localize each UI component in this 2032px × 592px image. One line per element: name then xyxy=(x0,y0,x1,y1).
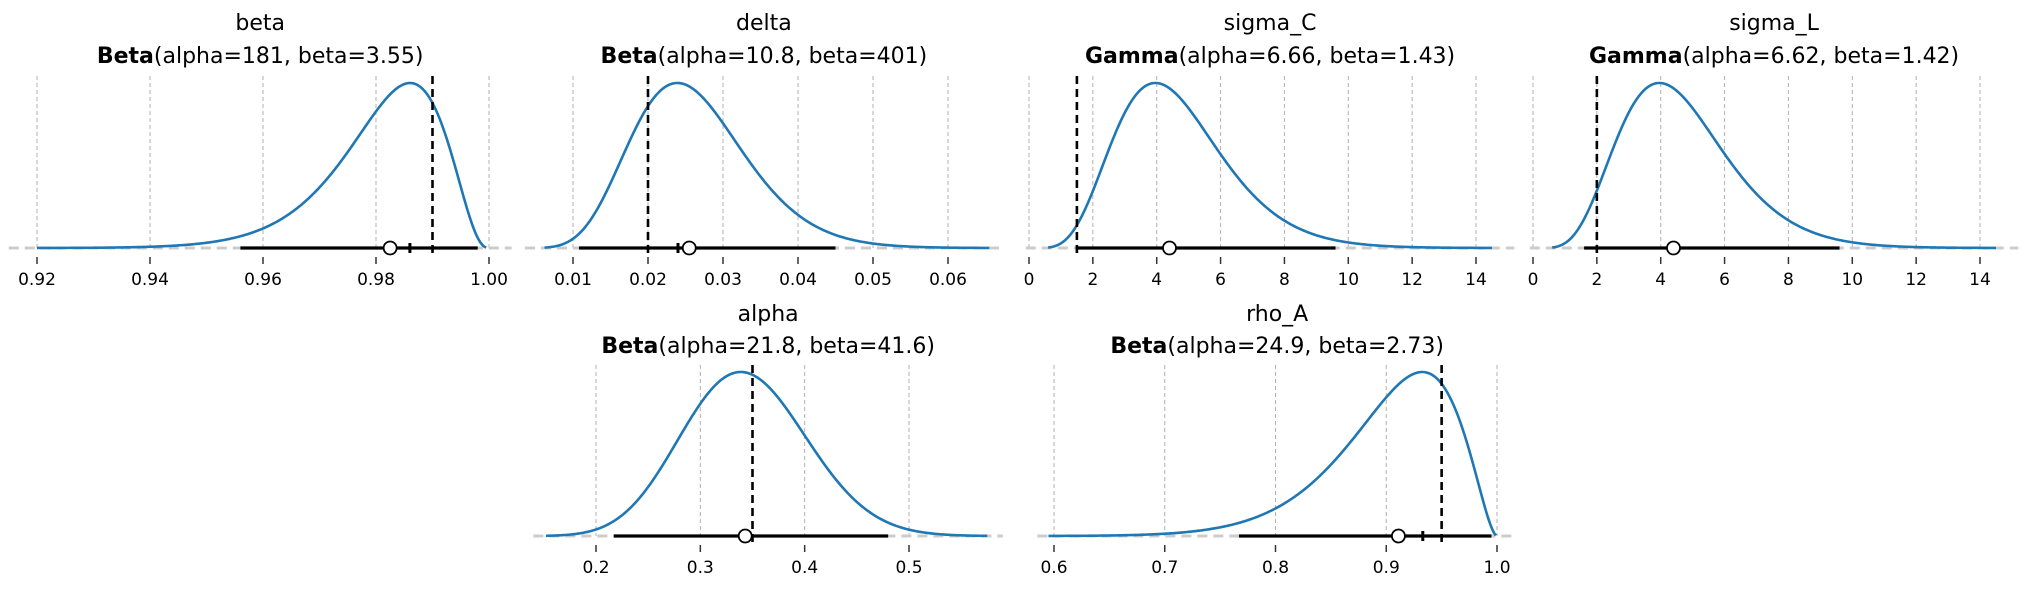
x-tick-label: 8 xyxy=(1783,270,1794,290)
distribution-family: Beta xyxy=(601,334,658,359)
distribution-params: (alpha=24.9, beta=2.73) xyxy=(1167,334,1444,359)
distribution-params: (alpha=21.8, beta=41.6) xyxy=(658,334,935,359)
x-tick-label: 0.02 xyxy=(629,270,667,290)
distribution-label: Beta(alpha=21.8, beta=41.6) xyxy=(601,334,935,359)
x-tick-label: 0.9 xyxy=(1373,558,1400,578)
subplot-sigma_C: sigma_C Gamma(alpha=6.66, beta=1.43) 0 2 4 6 8… xyxy=(1024,11,1515,290)
x-tick-label: 0.96 xyxy=(244,270,282,290)
distribution-label: Beta(alpha=24.9, beta=2.73) xyxy=(1110,334,1444,359)
distribution-params: (alpha=10.8, beta=401) xyxy=(658,44,928,69)
x-tick-label: 0.3 xyxy=(687,558,714,578)
subplot-title: sigma_L xyxy=(1729,11,1819,36)
x-tick-label: 0.2 xyxy=(582,558,609,578)
subplot-title: delta xyxy=(736,11,792,36)
x-tick-label: 10 xyxy=(1337,270,1359,290)
mean-marker xyxy=(1391,528,1406,544)
x-tick-label: 4 xyxy=(1655,270,1666,290)
x-tick-label: 12 xyxy=(1905,270,1927,290)
density-curve xyxy=(1551,81,1996,250)
mean-marker xyxy=(1666,240,1681,256)
density-curve xyxy=(544,81,990,250)
distribution-label: Gamma(alpha=6.62, beta=1.42) xyxy=(1589,44,1959,69)
subplot-title: beta xyxy=(235,11,285,36)
x-tick-label: 0.92 xyxy=(18,270,56,290)
x-tick-label: 14 xyxy=(1465,270,1487,290)
mean-marker xyxy=(737,528,753,544)
subplot-delta: delta Beta(alpha=10.8, beta=401) 0.01 0.02 0… xyxy=(525,11,1003,290)
x-tick-label: 0.5 xyxy=(895,558,922,578)
x-tick-label: 0 xyxy=(1528,270,1539,290)
density-curve xyxy=(36,81,487,250)
subplot-title: rho_A xyxy=(1246,302,1308,327)
distribution-family: Gamma xyxy=(1589,44,1683,69)
x-tick-label: 0.4 xyxy=(791,558,818,578)
distribution-family: Beta xyxy=(601,44,658,69)
x-tick-label: 0.03 xyxy=(704,270,742,290)
subplot-rho_A: rho_A Beta(alpha=24.9, beta=2.73) 0.6 0.7 0.… xyxy=(1037,302,1517,578)
distribution-label: Beta(alpha=181, beta=3.55) xyxy=(97,44,424,69)
distribution-family: Beta xyxy=(1110,334,1167,359)
distribution-family: Gamma xyxy=(1085,44,1179,69)
x-tick-label: 12 xyxy=(1401,270,1423,290)
density-curve xyxy=(545,370,988,538)
x-tick-label: 0.05 xyxy=(854,270,892,290)
x-tick-label: 0.04 xyxy=(779,270,817,290)
subplot-alpha: alpha Beta(alpha=21.8, beta=41.6) 0.2 0.3 0.… xyxy=(533,302,1003,578)
density-curve xyxy=(1047,81,1492,250)
x-tick-label: 8 xyxy=(1279,270,1290,290)
mean-marker xyxy=(681,240,697,256)
subplot-sigma_L: sigma_L Gamma(alpha=6.62, beta=1.42) 0 2 4 6 8… xyxy=(1528,11,2019,290)
x-tick-label: 1.00 xyxy=(470,270,508,290)
subplot-title: sigma_C xyxy=(1224,11,1317,36)
distribution-params: (alpha=6.66, beta=1.43) xyxy=(1179,44,1456,69)
x-tick-label: 6 xyxy=(1719,270,1730,290)
x-tick-label: 0.7 xyxy=(1151,558,1178,578)
density-curve xyxy=(1048,370,1497,538)
x-tick-label: 0.01 xyxy=(554,270,592,290)
mean-marker xyxy=(1162,240,1177,256)
subplot-title: alpha xyxy=(738,302,799,327)
x-tick-label: 2 xyxy=(1087,270,1098,290)
x-tick-label: 0.94 xyxy=(131,270,169,290)
distribution-label: Beta(alpha=10.8, beta=401) xyxy=(601,44,928,69)
mean-marker xyxy=(382,240,398,256)
x-tick-label: 0.06 xyxy=(929,270,967,290)
x-tick-label: 1.0 xyxy=(1483,558,1510,578)
distribution-params: (alpha=6.62, beta=1.42) xyxy=(1683,44,1960,69)
x-tick-label: 4 xyxy=(1151,270,1162,290)
x-tick-label: 10 xyxy=(1841,270,1863,290)
distribution-label: Gamma(alpha=6.66, beta=1.43) xyxy=(1085,44,1455,69)
x-tick-label: 0.8 xyxy=(1262,558,1289,578)
subplot-beta: beta Beta(alpha=181, beta=3.55) 0.92 0.94 0.… xyxy=(8,11,512,290)
x-tick-label: 2 xyxy=(1591,270,1602,290)
x-tick-label: 14 xyxy=(1969,270,1991,290)
x-tick-label: 0 xyxy=(1024,270,1035,290)
x-tick-label: 0.98 xyxy=(357,270,395,290)
distribution-family: Beta xyxy=(97,44,154,69)
x-tick-label: 6 xyxy=(1215,270,1226,290)
x-tick-label: 0.6 xyxy=(1040,558,1067,578)
distribution-params: (alpha=181, beta=3.55) xyxy=(154,44,424,69)
